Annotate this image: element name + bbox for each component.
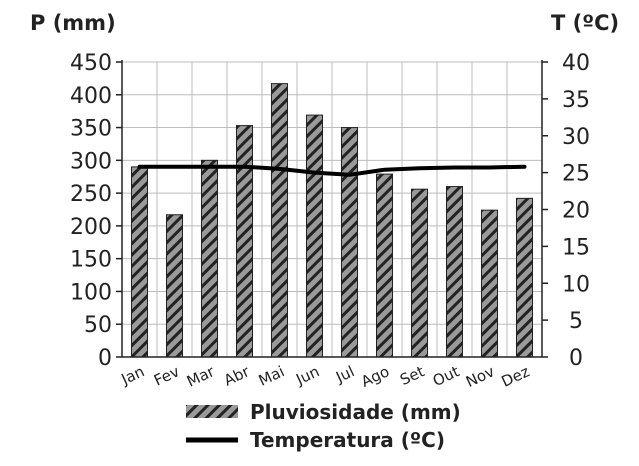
right-tick-label-1: 5 bbox=[569, 309, 583, 334]
right-tick-label-7: 35 bbox=[562, 88, 590, 113]
left-tick-label-4: 200 bbox=[70, 215, 112, 240]
left-tick-label-6: 300 bbox=[70, 149, 112, 174]
month-label-set: Set bbox=[397, 362, 427, 389]
legend: Pluviosidade (mm) Temperatura (ºC) bbox=[186, 400, 461, 452]
bar-set bbox=[411, 188, 428, 358]
temperature-point-mar bbox=[208, 165, 211, 169]
bar-ago bbox=[376, 173, 393, 358]
right-tick-label-3: 15 bbox=[562, 235, 590, 260]
bar-fev bbox=[166, 214, 183, 358]
bar-jun bbox=[306, 114, 323, 358]
plot-frame bbox=[121, 60, 543, 358]
legend-swatch-rainfall bbox=[186, 405, 238, 418]
left-tick-label-2: 100 bbox=[70, 280, 112, 305]
right-axis-ticks: 0 5 10 15 20 25 30 35 40 bbox=[542, 51, 590, 371]
bar-jan bbox=[131, 166, 148, 358]
legend-label-rainfall: Pluviosidade (mm) bbox=[250, 400, 461, 424]
month-label-mar: Mar bbox=[184, 362, 218, 391]
left-axis-ticks: 0 50 100 150 200 250 300 350 400 450 bbox=[70, 51, 122, 371]
left-tick-label-0: 0 bbox=[98, 346, 112, 371]
bar-dez bbox=[516, 197, 533, 358]
month-label-mai: Mai bbox=[256, 362, 287, 389]
left-tick-label-7: 350 bbox=[70, 117, 112, 142]
left-tick-label-5: 250 bbox=[70, 182, 112, 207]
month-label-jul: Jul bbox=[332, 362, 357, 386]
left-tick-label-8: 400 bbox=[70, 84, 112, 109]
temperature-point-set bbox=[418, 166, 421, 170]
temperature-point-dez bbox=[523, 165, 526, 169]
right-tick-label-0: 0 bbox=[569, 346, 583, 371]
month-labels: Jan Fev Mar Abr Mai Jun Jul Ago Set Out Nov Dez bbox=[118, 362, 533, 391]
bar-mai bbox=[271, 83, 288, 358]
month-label-jan: Jan bbox=[118, 362, 147, 389]
month-label-fev: Fev bbox=[151, 362, 182, 389]
temperature-point-nov bbox=[488, 165, 491, 169]
legend-label-temperature: Temperatura (ºC) bbox=[250, 428, 445, 452]
right-tick-label-6: 30 bbox=[562, 125, 590, 150]
temperature-point-jan bbox=[138, 165, 141, 169]
temperature-point-jun bbox=[313, 171, 316, 175]
bar-nov bbox=[481, 209, 498, 358]
temperature-point-mai bbox=[278, 167, 281, 171]
rainfall-bars bbox=[131, 83, 533, 358]
right-axis-title: T (ºC) bbox=[551, 11, 619, 35]
temperature-series-line bbox=[137, 164, 527, 177]
left-tick-label-1: 50 bbox=[84, 313, 112, 338]
month-label-abr: Abr bbox=[221, 362, 253, 390]
right-tick-label-8: 40 bbox=[562, 51, 590, 76]
right-tick-label-2: 10 bbox=[562, 272, 590, 297]
month-label-jun: Jun bbox=[292, 362, 322, 389]
bar-jul bbox=[341, 127, 358, 358]
left-axis-title: P (mm) bbox=[30, 11, 116, 35]
temperature-point-fev bbox=[173, 165, 176, 169]
left-tick-label-9: 450 bbox=[70, 51, 112, 76]
temperature-point-jul bbox=[348, 173, 351, 177]
gridlines bbox=[121, 61, 543, 357]
temperature-point-ago bbox=[383, 168, 386, 172]
bar-mar bbox=[201, 159, 218, 358]
bar-out bbox=[446, 186, 463, 358]
month-label-dez: Dez bbox=[499, 362, 533, 390]
temperature-line bbox=[137, 164, 527, 177]
month-label-ago: Ago bbox=[358, 362, 392, 391]
month-label-nov: Nov bbox=[463, 362, 497, 391]
temperature-point-abr bbox=[243, 165, 246, 169]
right-tick-label-4: 20 bbox=[562, 199, 590, 224]
month-label-out: Out bbox=[430, 362, 462, 390]
bar-abr bbox=[236, 125, 253, 358]
right-tick-label-5: 25 bbox=[562, 162, 590, 187]
temperature-point-out bbox=[453, 165, 456, 169]
left-tick-label-3: 150 bbox=[70, 248, 112, 273]
